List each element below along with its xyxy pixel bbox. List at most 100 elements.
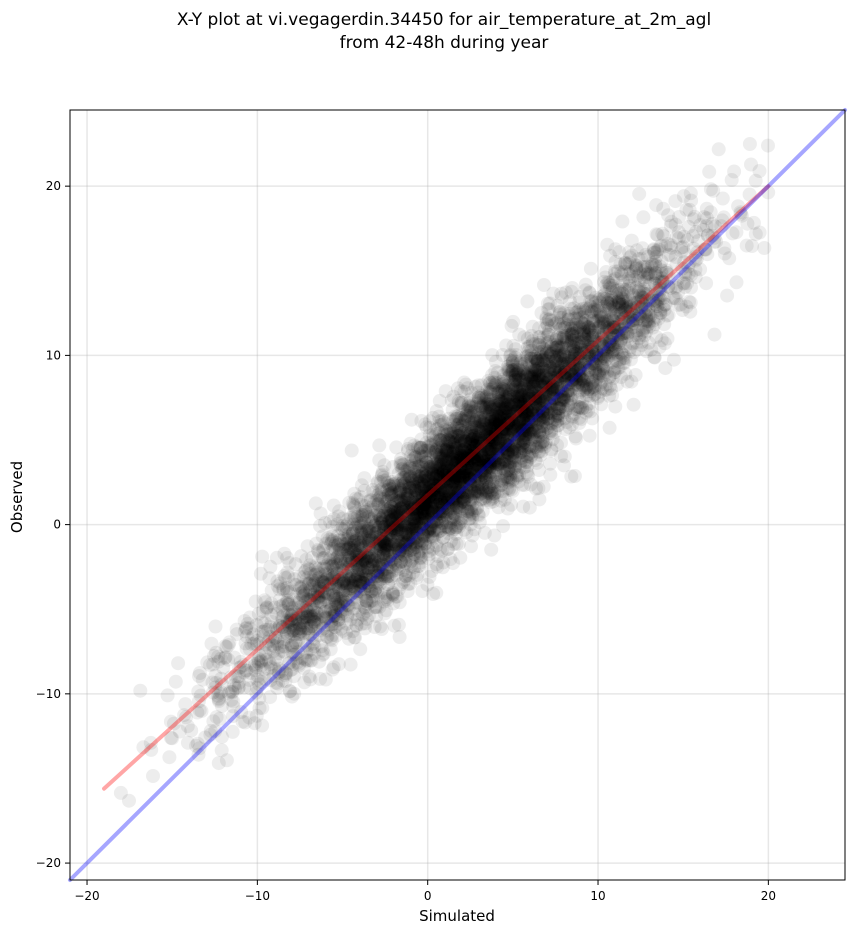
scatter-point <box>487 460 502 475</box>
scatter-point <box>390 527 405 542</box>
scatter-point <box>425 460 440 475</box>
scatter-point <box>249 660 264 675</box>
scatter-point <box>495 401 510 416</box>
scatter-point <box>615 214 630 229</box>
scatter-point <box>359 596 374 611</box>
scatter-point <box>341 631 356 646</box>
scatter-point <box>535 353 550 368</box>
scatter-point <box>615 274 630 289</box>
scatter-point <box>626 264 641 279</box>
scatter-point <box>402 519 417 534</box>
scatter-point <box>450 447 465 462</box>
scatter-point <box>586 314 601 329</box>
scatter-point <box>357 600 372 614</box>
scatter-point <box>396 563 411 577</box>
scatter-point <box>366 593 381 608</box>
scatter-point <box>383 548 398 563</box>
scatter-point <box>637 328 652 343</box>
scatter-point <box>424 487 439 501</box>
scatter-point <box>542 426 557 441</box>
scatter-point <box>417 506 432 521</box>
scatter-point <box>358 502 373 517</box>
scatter-point <box>485 348 500 363</box>
scatter-point <box>582 428 597 443</box>
scatter-point <box>491 413 506 428</box>
scatter-point <box>462 436 477 451</box>
scatter-point <box>562 420 577 435</box>
scatter-point <box>394 524 409 539</box>
scatter-point <box>707 327 722 342</box>
scatter-point <box>337 576 352 591</box>
scatter-point <box>507 397 522 412</box>
scatter-point <box>386 538 400 553</box>
scatter-point <box>537 278 551 292</box>
scatter-point <box>520 294 535 309</box>
scatter-point <box>422 527 436 542</box>
scatter-point <box>285 689 299 704</box>
scatter-point <box>277 568 292 583</box>
scatter-point <box>324 602 339 617</box>
scatter-point <box>334 521 349 536</box>
scatter-point <box>407 514 422 528</box>
scatter-point <box>456 438 471 453</box>
scatter-point <box>407 508 422 523</box>
scatter-point <box>375 539 390 554</box>
scatter-point <box>670 272 685 287</box>
scatter-point <box>461 412 475 427</box>
scatter-point <box>627 308 642 323</box>
scatter-point <box>349 618 364 633</box>
scatter-point <box>533 345 548 359</box>
scatter-point <box>310 594 325 609</box>
scatter-point <box>393 534 408 549</box>
scatter-point <box>240 616 255 631</box>
scatter-point <box>447 469 462 484</box>
scatter-point <box>487 455 502 470</box>
scatter-point <box>500 409 515 424</box>
scatter-point <box>425 462 440 477</box>
scatter-point <box>711 142 726 157</box>
scatter-point <box>462 485 477 500</box>
scatter-point <box>463 434 478 449</box>
scatter-point <box>275 610 290 625</box>
scatter-point <box>619 329 634 344</box>
scatter-point <box>636 210 651 225</box>
scatter-point <box>549 337 564 352</box>
scatter-point <box>465 431 480 446</box>
scatter-point <box>431 473 446 488</box>
scatter-point <box>479 471 494 486</box>
scatter-point <box>539 407 554 422</box>
scatter-point <box>518 423 533 437</box>
scatter-point <box>526 426 541 441</box>
scatter-point <box>448 470 463 485</box>
scatter-point <box>381 527 396 542</box>
scatter-point <box>484 542 499 557</box>
scatter-point <box>513 363 528 378</box>
scatter-point <box>464 539 478 554</box>
scatter-point <box>435 481 450 496</box>
scatter-point <box>472 487 487 502</box>
scatter-point <box>461 464 475 478</box>
scatter-point <box>394 518 409 533</box>
scatter-point <box>429 447 444 462</box>
scatter-point <box>374 485 389 499</box>
scatter-point <box>496 402 511 417</box>
scatter-point <box>653 305 668 320</box>
scatter-point <box>551 406 566 421</box>
scatter-point <box>457 499 472 514</box>
scatter-point <box>385 551 400 566</box>
scatter-point <box>446 495 461 510</box>
scatter-point <box>577 328 592 342</box>
scatter-point <box>432 467 447 482</box>
scatter-point <box>583 261 598 276</box>
scatter-point <box>374 622 389 636</box>
scatter-point <box>454 459 469 474</box>
scatter-point <box>433 432 448 447</box>
scatter-point <box>490 454 505 469</box>
scatter-point <box>394 476 409 491</box>
scatter-point <box>457 445 472 460</box>
scatter-point <box>457 492 472 507</box>
chart-title-line-1: X-Y plot at vi.vegagerdin.34450 for air_… <box>177 10 711 30</box>
scatter-point <box>491 480 506 495</box>
scatter-point <box>502 406 517 421</box>
scatter-point <box>365 525 379 540</box>
